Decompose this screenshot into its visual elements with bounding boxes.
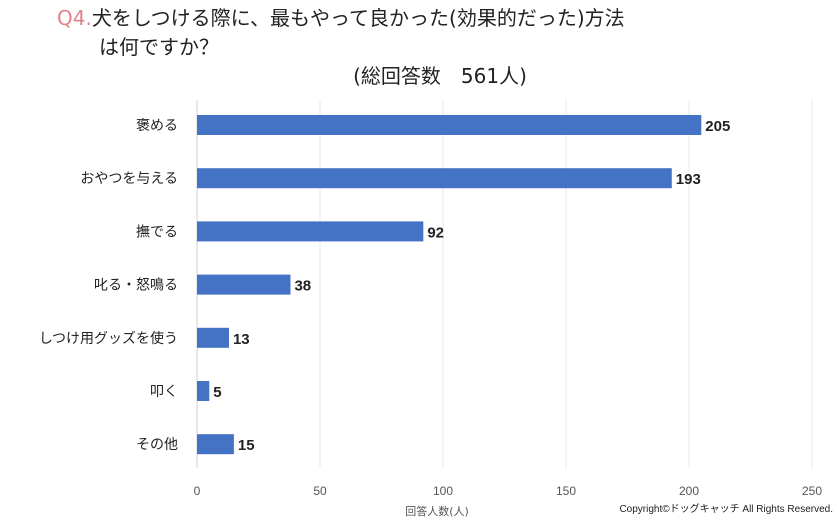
bar <box>197 274 291 295</box>
data-label: 193 <box>676 171 701 188</box>
x-tick-label: 250 <box>802 484 822 498</box>
bar <box>197 327 229 348</box>
category-label: しつけ用グッズを使う <box>39 330 178 347</box>
copyright: Copyright©ドッグキャッチ All Rights Reserved. <box>619 504 833 515</box>
x-axis-label: 回答人数(人) <box>405 504 469 518</box>
data-label: 13 <box>233 331 250 348</box>
bar <box>197 221 424 242</box>
bar <box>197 168 672 189</box>
chart-title: Q4.犬をしつける際に、最もやって良かった(効果的だった)方法は何ですか？ <box>57 4 625 62</box>
category-label: その他 <box>136 437 178 453</box>
x-tick-label: 200 <box>679 484 699 498</box>
category-label: 撫でる <box>136 224 178 240</box>
title-line-1: 犬をしつける際に、最もやって良かった(効果的だった)方法 <box>91 6 625 30</box>
data-label: 205 <box>705 118 730 135</box>
x-tick-label: 50 <box>313 484 327 498</box>
bar <box>197 434 234 455</box>
category-label: 叩く <box>150 384 178 400</box>
category-label: 褒める <box>136 118 178 134</box>
data-label: 38 <box>294 278 311 295</box>
bar <box>197 381 210 401</box>
chart-subtitle: (総回答数 561人) <box>353 64 527 88</box>
data-label: 5 <box>213 384 221 401</box>
x-tick-label: 150 <box>556 484 576 498</box>
question-number: Q4. <box>57 6 92 30</box>
x-tick-label: 0 <box>194 484 201 498</box>
data-label: 92 <box>427 224 444 241</box>
category-label: 叱る・怒鳴る <box>94 278 178 294</box>
bar <box>197 115 702 135</box>
category-label: おやつを与える <box>80 171 178 187</box>
data-label: 15 <box>238 437 255 454</box>
x-tick-label: 100 <box>433 484 453 498</box>
title-line-2: は何ですか？ <box>99 35 219 59</box>
